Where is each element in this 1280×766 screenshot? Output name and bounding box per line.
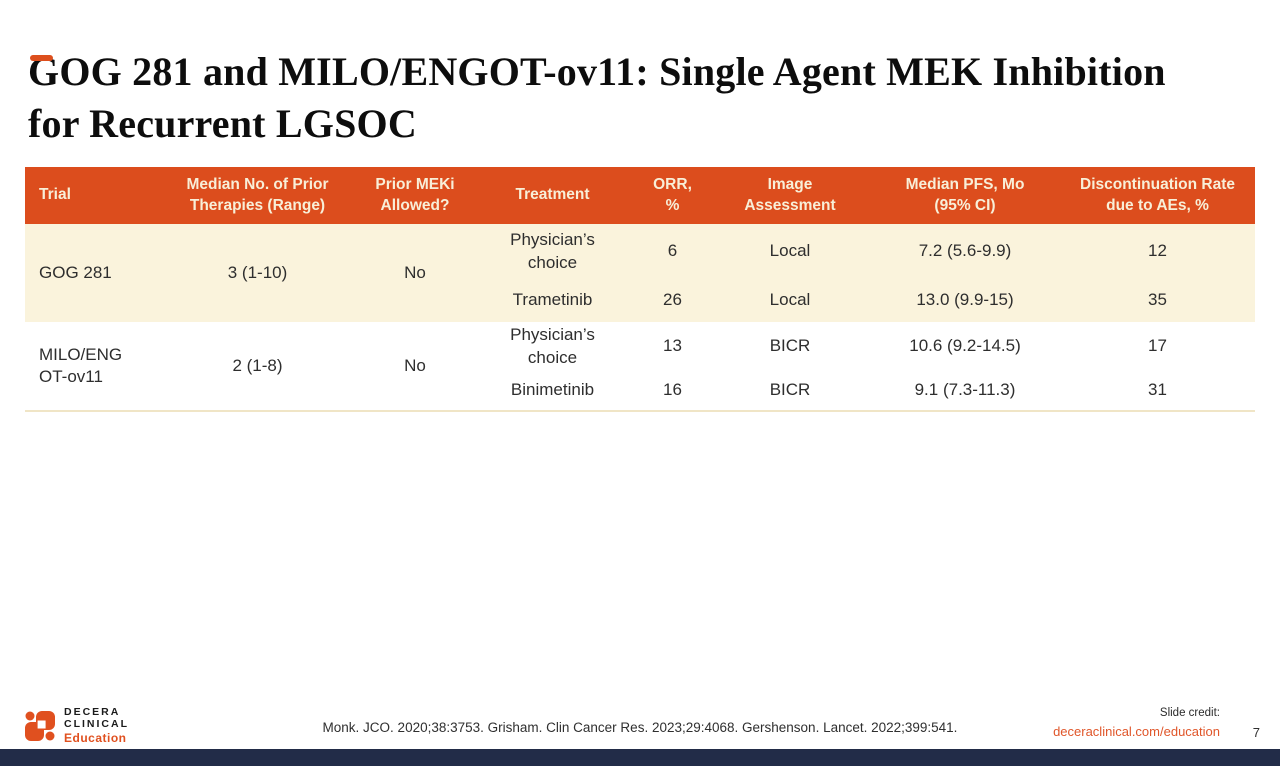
- cell-orr: 26: [635, 279, 710, 322]
- cell-meki-allowed: No: [360, 224, 470, 322]
- trial-name: GOG 281: [39, 262, 112, 282]
- treatment-name: Physician’s choice: [510, 230, 595, 272]
- cell-discontinuation: 12: [1060, 224, 1255, 279]
- cell-image-assessment: BICR: [769, 336, 811, 356]
- header-prior-therapies: Median No. of Prior Therapies (Range): [155, 167, 360, 224]
- cell-orr: 13: [663, 336, 682, 356]
- cell-image-assessment: BICR: [769, 380, 811, 400]
- treatment-name: Physician’s choice: [510, 325, 595, 367]
- cell-orr: 6: [635, 224, 710, 279]
- top-accent-dash: [30, 55, 53, 61]
- cell-treatment: Binimetinib: [470, 371, 635, 411]
- header-prior-meki: Prior MEKi Allowed?: [360, 167, 470, 224]
- cell-median-pfs: 7.2 (5.6-9.9): [870, 224, 1060, 279]
- table-row: Binimetinib 16 BICR 9.1 (7.3-11.3) 31: [25, 371, 1255, 411]
- cell-discontinuation: 17: [1148, 336, 1167, 356]
- slide-title-line1: GOG 281 and MILO/ENGOT-ov11: Single Agen…: [28, 49, 1166, 94]
- table-row: Trametinib 26 Local 13.0 (9.9-15) 35: [25, 279, 1255, 322]
- cell-trial: GOG 281: [25, 224, 155, 322]
- cell-treatment: Trametinib: [470, 279, 635, 322]
- header-orr: ORR, %: [635, 167, 710, 224]
- cell-median-pfs: 10.6 (9.2-14.5): [909, 336, 1021, 356]
- table-row: GOG 281 3 (1-10) No Physician’s choice 6…: [25, 224, 1255, 322]
- cell-image-assessment: Local: [710, 224, 870, 279]
- cell-discontinuation: 35: [1060, 279, 1255, 322]
- cell-image-assessment: Local: [710, 279, 870, 322]
- cell-trial: MILO/ENGOT-ov11: [25, 322, 155, 411]
- page-number: 7: [1252, 725, 1260, 740]
- treatment-name: Trametinib: [512, 290, 593, 310]
- cell-prior-therapies: 3 (1-10): [155, 224, 360, 322]
- header-discontinuation: Discontinuation Rate due to AEs, %: [1060, 167, 1255, 224]
- table-header-row: Trial Median No. of Prior Therapies (Ran…: [25, 167, 1255, 224]
- bottom-navy-bar: [0, 749, 1280, 766]
- slide-title: GOG 281 and MILO/ENGOT-ov11: Single Agen…: [28, 46, 1252, 150]
- slide-credit-link[interactable]: deceraclinical.com/education: [1053, 724, 1220, 740]
- slide-footer: DECERA CLINICAL Education Monk. JCO. 202…: [0, 701, 1280, 749]
- trials-table: Trial Median No. of Prior Therapies (Ran…: [25, 167, 1255, 412]
- header-median-pfs: Median PFS, Mo (95% CI): [870, 167, 1060, 224]
- cell-discontinuation: 31: [1148, 380, 1167, 400]
- cell-orr: 16: [663, 380, 682, 400]
- cell-meki-allowed: No: [404, 355, 426, 375]
- cell-median-pfs: 9.1 (7.3-11.3): [914, 380, 1016, 400]
- slide-title-line2: for Recurrent LGSOC: [28, 101, 417, 146]
- cell-median-pfs: 13.0 (9.9-15): [870, 279, 1060, 322]
- header-image-assessment: Image Assessment: [710, 167, 870, 224]
- cell-prior-therapies: 2 (1-8): [232, 355, 283, 375]
- header-treatment: Treatment: [470, 167, 635, 224]
- table-row: MILO/ENGOT-ov11 2 (1-8) No Physician’s c…: [25, 322, 1255, 386]
- cell-treatment: Physician’s choice: [470, 224, 635, 279]
- slide-credit: Slide credit: deceraclinical.com/educati…: [1053, 700, 1220, 742]
- slide-credit-label: Slide credit:: [1159, 706, 1220, 719]
- treatment-name: Binimetinib: [510, 380, 595, 400]
- trial-name: MILO/ENGOT-ov11: [39, 344, 123, 386]
- trials-table-container: Trial Median No. of Prior Therapies (Ran…: [25, 167, 1255, 412]
- logo-line-decera: DECERA: [64, 706, 121, 719]
- header-trial: Trial: [25, 167, 155, 224]
- cell-treatment: Physician’s choice: [470, 322, 635, 371]
